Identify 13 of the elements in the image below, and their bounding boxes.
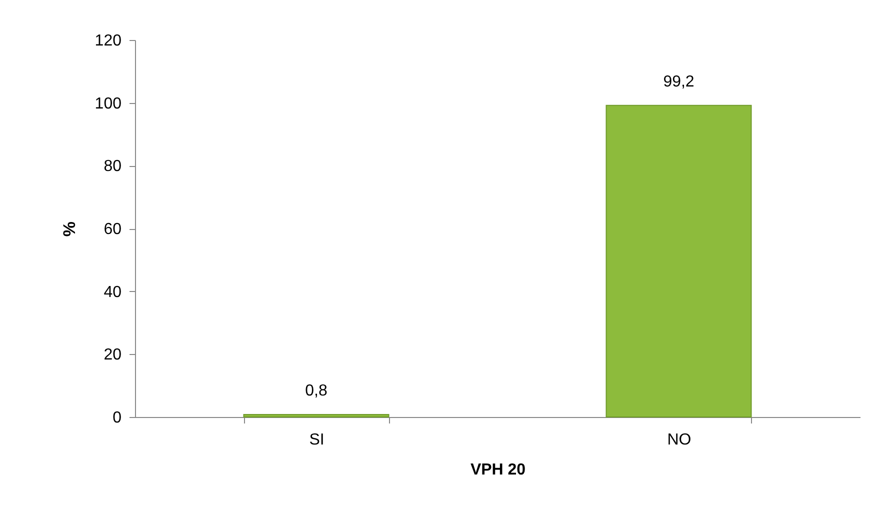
y-axis-title: % [60, 221, 79, 237]
y-tick-label: 120 [94, 32, 122, 50]
x-tick-label: NO [667, 432, 692, 448]
x-tick-label: SI [309, 432, 324, 448]
y-tick-label: 0 [112, 410, 122, 426]
x-axis-title: VPH 20 [470, 462, 526, 478]
y-tick-label: 60 [104, 221, 122, 238]
y-tick-label: 100 [94, 95, 122, 112]
y-tick-label: 20 [104, 346, 122, 364]
data-label: 0,8 [305, 382, 328, 400]
y-tick-label: 80 [104, 158, 122, 176]
data-label: 99,2 [663, 73, 694, 90]
y-tick-label: 40 [104, 284, 122, 301]
